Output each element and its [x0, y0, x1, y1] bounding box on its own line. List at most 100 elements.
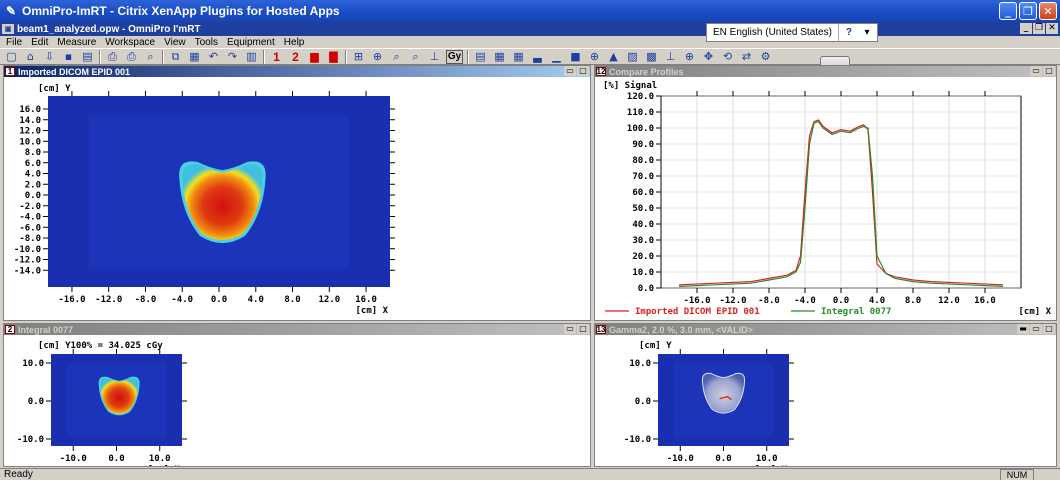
print-preview-icon[interactable]: ⌕ [147, 49, 154, 63]
move-icon[interactable]: ✥ [703, 50, 714, 63]
y-tick-label: 0.0 [638, 284, 654, 294]
layout-2-button[interactable]: 2 [292, 49, 299, 64]
zoom-icon[interactable]: ⌕ [393, 49, 400, 63]
compare-bars-icon[interactable]: ▆ [310, 50, 319, 63]
y-tick-label: 30.0 [632, 236, 654, 246]
gamma-region [701, 372, 746, 414]
open-folder-icon[interactable]: ⌂ [27, 50, 34, 63]
gamma-map[interactable]: 10.0 0.0 -10.0 -10.0 0.0 10.0 [cm] Y [cm] X [595, 335, 1057, 467]
profile-icon[interactable]: ⊥ [429, 50, 440, 63]
histogram-icon[interactable]: ▃ [533, 50, 542, 63]
menu-workspace[interactable]: Workspace [105, 36, 156, 48]
compare-icon[interactable]: ▩ [646, 50, 657, 63]
zoom-region-icon[interactable]: ⊕ [372, 50, 383, 63]
zoom-profile-icon[interactable]: ⌕ [412, 49, 419, 63]
gamma-icon[interactable]: ▨ [627, 50, 638, 63]
menu-edit[interactable]: Edit [31, 36, 49, 48]
chevron-down-icon[interactable]: ▾ [864, 27, 870, 38]
help-icon[interactable]: ? [845, 27, 852, 38]
table-icon[interactable]: ▤ [475, 50, 486, 63]
compare-bars-alt-icon[interactable]: ▇ [329, 50, 338, 63]
menu-help[interactable]: Help [283, 36, 305, 48]
menu-bar: File Edit Measure Workspace View Tools E… [0, 36, 1060, 48]
gy-unit-button[interactable]: Gy [446, 49, 463, 64]
bell-icon[interactable]: ▲ [609, 50, 618, 63]
pane-minimize-button[interactable]: ▬ [1017, 324, 1029, 334]
y-axis-label: [cm] Y [38, 84, 71, 94]
x-axis-label: [cm] X [355, 306, 388, 316]
close-button[interactable]: ✕ [1039, 2, 1057, 20]
x-tick-label: 12.0 [938, 296, 960, 306]
shift-icon[interactable]: ⇄ [741, 50, 752, 63]
toolbar-separator [162, 49, 164, 64]
rotate-icon[interactable]: ⟲ [722, 50, 733, 63]
pane-maximize-button[interactable]: □ [1043, 324, 1055, 334]
legend-label-2: Integral 0077 [821, 307, 891, 317]
gamma-pane: 13 Gamma2, 2.0 %, 3.0 mm, <VALID> ▬ ▭ □ … [594, 323, 1057, 467]
integral-pane: 2 Integral 0077 ▭ □ 10.0 0.0 -10.0 -10.0 0.0… [3, 323, 591, 467]
pane-restore-button[interactable]: ▭ [564, 66, 576, 76]
x-tick-label: 16.0 [974, 296, 996, 306]
print-setup-icon[interactable]: ⎙ [127, 49, 136, 63]
profiles-pane-title: Compare Profiles [609, 66, 684, 77]
pane-maximize-button[interactable]: □ [1043, 66, 1055, 76]
pane-restore-button[interactable]: ▭ [1030, 66, 1042, 76]
epid-dose-map[interactable]: 16.014.012.010.08.06.04.02.00.0-2.0-4.0-… [4, 77, 591, 321]
doc-minimize-button[interactable]: _ [1020, 23, 1032, 34]
x-tick-label: 4.0 [869, 296, 885, 306]
gamma-pane-title-bar[interactable]: 13 Gamma2, 2.0 %, 3.0 mm, <VALID> ▬ ▭ □ [595, 324, 1056, 335]
menu-file[interactable]: File [6, 36, 23, 48]
profile-chart[interactable]: 0.0 10.0 20.0 30.0 40.0 50.0 60.0 70.0 80.0 90.0 1… [595, 77, 1057, 321]
isodose-icon[interactable]: ⊞ [353, 50, 364, 63]
doc-close-button[interactable]: ✕ [1046, 23, 1058, 34]
minimize-button[interactable]: _ [999, 2, 1017, 20]
menu-measure[interactable]: Measure [57, 36, 97, 48]
y-tick-label: -10.0 [14, 245, 41, 255]
grid-alt-icon[interactable]: ▦ [513, 50, 524, 63]
language-selector[interactable]: EN English (United States) [707, 24, 839, 41]
copy-icon[interactable]: ⧉ [171, 49, 180, 63]
x-tick-label: -8.0 [135, 295, 157, 305]
properties-icon[interactable]: ▥ [246, 50, 257, 63]
epid-pane-title-bar[interactable]: 1 Imported DICOM EPID 001 ▭ □ [4, 66, 590, 77]
pane-restore-button[interactable]: ▭ [1030, 324, 1042, 334]
save-icon[interactable]: ▪ [64, 50, 73, 63]
y-tick-label: 120.0 [627, 92, 654, 102]
num-lock-indicator: NUM [1000, 469, 1034, 480]
paste-icon[interactable]: ▦ [189, 50, 200, 63]
color-map-icon[interactable]: ■ [570, 50, 581, 63]
y-tick-label: -8.0 [19, 234, 41, 244]
menu-view[interactable]: View [164, 36, 186, 48]
crosshair-icon[interactable]: ⊕ [589, 50, 600, 63]
integral-dose-map[interactable]: 10.0 0.0 -10.0 -10.0 0.0 10.0 [cm] Y100% = 34.… [4, 335, 591, 467]
x-tick-label: 0.0 [211, 295, 227, 305]
menu-tools[interactable]: Tools [194, 36, 218, 48]
x-tick-label: -4.0 [171, 295, 193, 305]
settings-icon[interactable]: ⚙ [760, 50, 771, 63]
layout-1-button[interactable]: 1 [273, 49, 280, 64]
print-icon[interactable]: ⎙ [108, 49, 117, 63]
pane-maximize-button[interactable]: □ [577, 324, 589, 334]
title-bar: ✎ OmniPro-ImRT - Citrix XenApp Plugins f… [0, 0, 1060, 22]
doc-restore-button[interactable]: ❐ [1033, 23, 1045, 34]
menu-equipment[interactable]: Equipment [226, 36, 275, 48]
grid-icon[interactable]: ▦ [494, 50, 505, 63]
new-file-icon[interactable]: ▢ [6, 50, 17, 63]
redo-icon[interactable]: ↷ [227, 50, 238, 63]
profiles-pane-title-bar[interactable]: 12 Compare Profiles ▭ □ [595, 66, 1056, 77]
pane-restore-button[interactable]: ▭ [564, 324, 576, 334]
y-tick-label: -10.0 [624, 435, 651, 445]
x-tick-label: -8.0 [758, 296, 780, 306]
status-bar: Ready NUM [0, 468, 1060, 480]
y-tick-label: 10.0 [632, 268, 654, 278]
import-icon[interactable]: ⇩ [44, 50, 55, 63]
align-icon[interactable]: ⊥ [665, 50, 676, 63]
integral-pane-title-bar[interactable]: 2 Integral 0077 ▭ □ [4, 324, 590, 335]
y-tick-label: -4.0 [19, 213, 41, 223]
database-icon[interactable]: ▤ [82, 50, 93, 63]
undo-icon[interactable]: ↶ [208, 50, 219, 63]
pane-maximize-button[interactable]: □ [577, 66, 589, 76]
line-icon[interactable]: ▁ [552, 50, 561, 63]
center-icon[interactable]: ⊕ [684, 50, 695, 63]
maximize-button[interactable]: ❐ [1019, 2, 1037, 20]
